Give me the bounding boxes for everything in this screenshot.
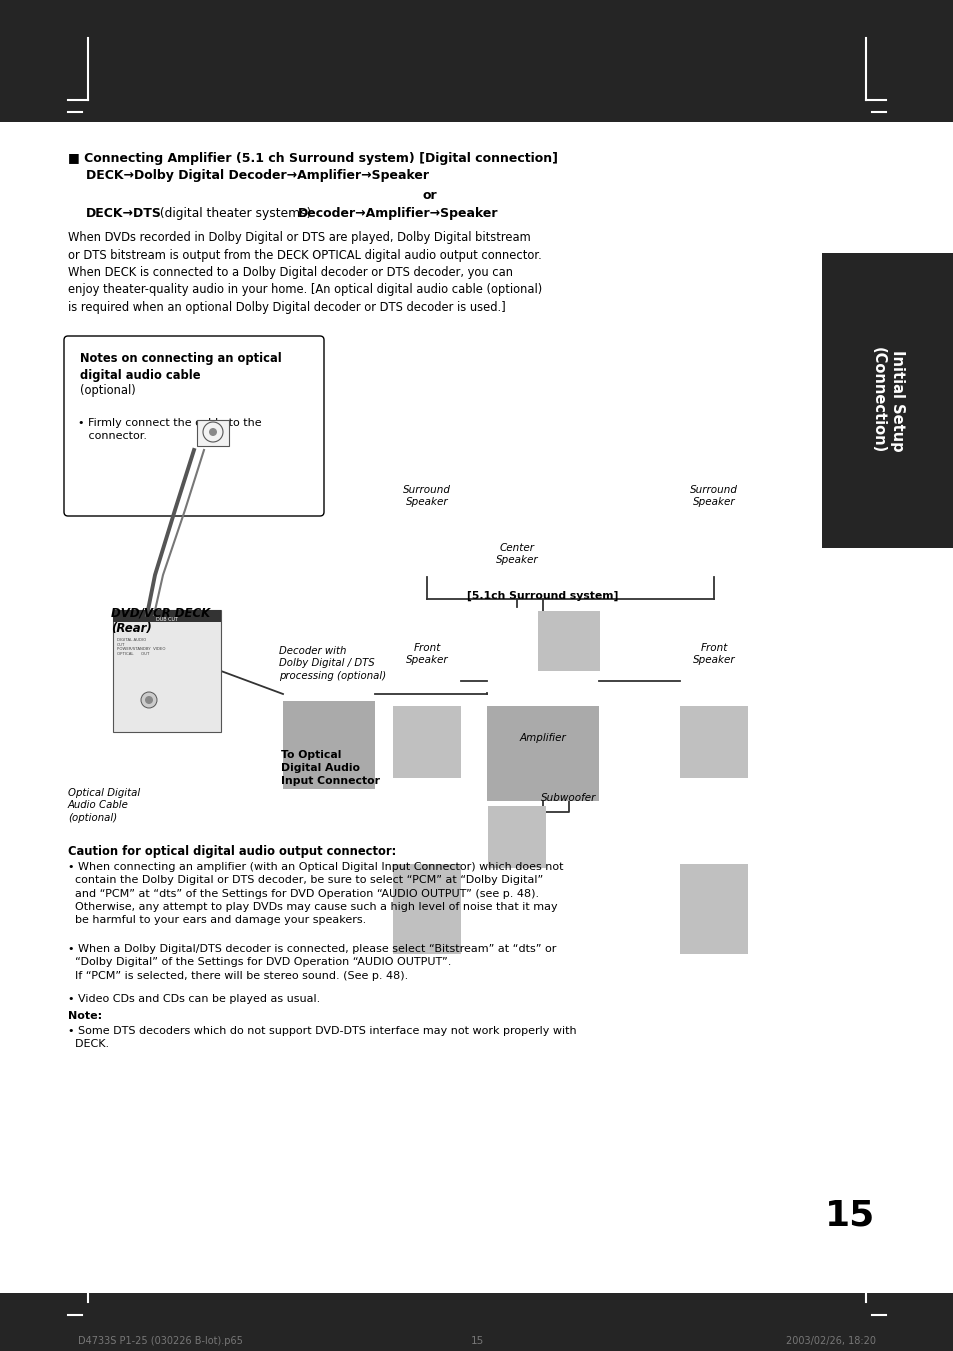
Text: When DVDs recorded in Dolby Digital or DTS are played, Dolby Digital bitstream
o: When DVDs recorded in Dolby Digital or D… [68,231,541,313]
Bar [393,865,460,954]
Text: Amplifier: Amplifier [519,734,566,743]
Text: Front
Speaker: Front Speaker [405,643,448,666]
Text: • When a Dolby Digital/DTS decoder is connected, please select “Bitstream” at “d: • When a Dolby Digital/DTS decoder is co… [68,944,556,981]
Bar [0,0,953,122]
Text: Surround
Speaker: Surround Speaker [689,485,738,508]
Circle shape [203,422,223,442]
Text: • Some DTS decoders which do not support DVD-DTS interface may not work properly: • Some DTS decoders which do not support… [68,1025,576,1050]
Text: [5.1ch Surround system]: [5.1ch Surround system] [467,590,618,601]
Text: Optical Digital
Audio Cable
(optional): Optical Digital Audio Cable (optional) [68,788,140,823]
Text: • Firmly connect the cable to the
   connector.: • Firmly connect the cable to the connec… [78,417,261,442]
Text: Initial Setup
(Connection): Initial Setup (Connection) [870,347,904,454]
Circle shape [209,428,216,436]
Bar [488,807,545,867]
Text: Surround
Speaker: Surround Speaker [402,485,451,508]
Text: • When connecting an amplifier (with an Optical Digital Input Connector) which d: • When connecting an amplifier (with an … [68,862,563,925]
Text: (optional): (optional) [80,384,135,397]
Text: Caution for optical digital audio output connector:: Caution for optical digital audio output… [68,844,395,858]
Text: (digital theater systems): (digital theater systems) [156,207,314,220]
Text: DECK→DTS: DECK→DTS [86,207,162,220]
Text: • Video CDs and CDs can be played as usual.: • Video CDs and CDs can be played as usu… [68,994,320,1004]
Text: Notes on connecting an optical
digital audio cable: Notes on connecting an optical digital a… [80,353,281,381]
Circle shape [145,696,152,704]
Bar [679,707,747,778]
Bar [112,611,221,732]
Text: 15: 15 [824,1198,874,1232]
Bar [679,865,747,954]
Bar [486,707,598,801]
Bar [112,611,221,621]
Text: Center
Speaker: Center Speaker [496,543,537,566]
Text: Front
Speaker: Front Speaker [692,643,735,666]
Text: DVD/VCR DECK
(Rear): DVD/VCR DECK (Rear) [111,607,210,635]
Text: ■ Connecting Amplifier (5.1 ch Surround system) [Digital connection]: ■ Connecting Amplifier (5.1 ch Surround … [68,153,558,165]
Bar [196,420,229,446]
Bar [283,701,375,789]
Bar [393,707,460,778]
Text: Subwoofer: Subwoofer [540,793,596,802]
Text: To Optical
Digital Audio
Input Connector: To Optical Digital Audio Input Connector [281,750,379,785]
Bar [537,611,599,671]
Text: or: or [422,189,436,203]
Text: Decoder→Amplifier→Speaker: Decoder→Amplifier→Speaker [297,207,498,220]
Text: 15: 15 [470,1336,483,1346]
Text: Decoder with
Dolby Digital / DTS
processing (optional): Decoder with Dolby Digital / DTS process… [278,646,386,681]
FancyBboxPatch shape [64,336,324,516]
Text: D4733S P1-25 (030226 B-lot).p65: D4733S P1-25 (030226 B-lot).p65 [78,1336,243,1346]
Bar [821,253,953,549]
Circle shape [141,692,157,708]
Text: DUB CUT: DUB CUT [156,617,178,621]
Text: Note:: Note: [68,1011,102,1021]
Bar [0,1293,953,1351]
Text: DIGITAL AUDIO
OUT
POWER/STANDBY  VIDEO
OPTICAL      OUT: DIGITAL AUDIO OUT POWER/STANDBY VIDEO OP… [117,638,165,657]
Text: 2003/02/26, 18:20: 2003/02/26, 18:20 [785,1336,875,1346]
Text: DECK→Dolby Digital Decoder→Amplifier→Speaker: DECK→Dolby Digital Decoder→Amplifier→Spe… [86,169,429,182]
